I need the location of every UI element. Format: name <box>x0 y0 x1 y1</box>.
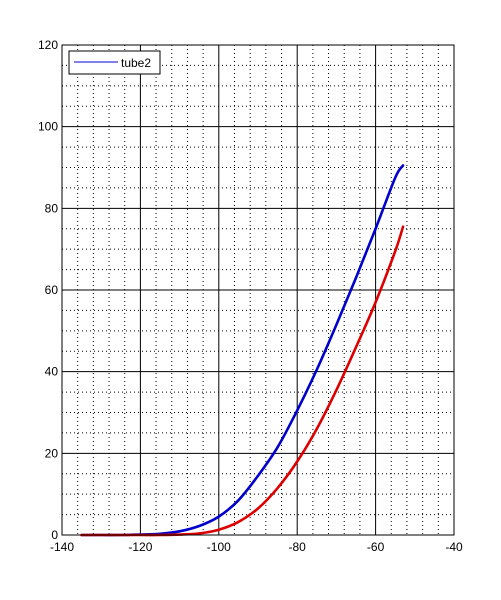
y-tick-label: 80 <box>45 201 59 215</box>
x-tick-label: -120 <box>128 540 152 554</box>
y-tick-label: 20 <box>45 446 59 460</box>
y-tick-label: 120 <box>38 38 58 52</box>
y-tick-label: 60 <box>45 283 59 297</box>
x-tick-label: -80 <box>289 540 307 554</box>
y-axis-ticks: 0 20 40 60 80 100 120 <box>38 38 58 542</box>
x-tick-label: -140 <box>50 540 74 554</box>
x-tick-label: -60 <box>367 540 385 554</box>
x-tick-label: -100 <box>207 540 231 554</box>
plot-frame <box>61 44 455 536</box>
major-grid <box>62 45 454 535</box>
legend-label-tube2: tube2 <box>121 56 151 70</box>
legend: tube2 <box>68 50 161 75</box>
y-tick-label: 0 <box>51 528 58 542</box>
y-tick-label: 40 <box>45 365 59 379</box>
x-tick-label: -40 <box>445 540 463 554</box>
x-axis-ticks: -140 -120 -100 -80 -60 -40 <box>50 540 463 554</box>
y-tick-label: 100 <box>38 120 58 134</box>
